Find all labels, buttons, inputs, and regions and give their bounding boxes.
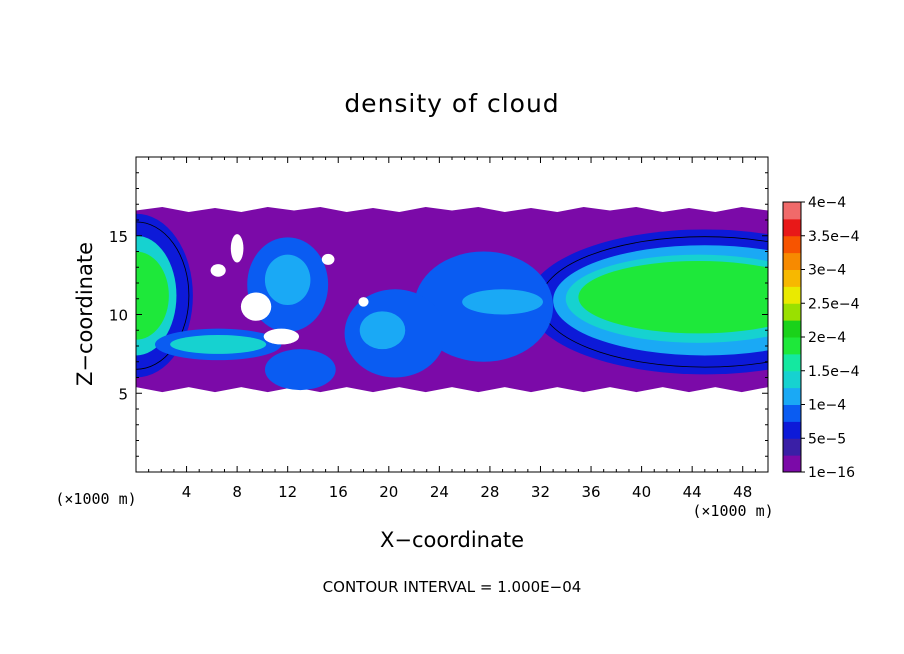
colorbar-swatch (783, 303, 801, 321)
x-tick-label: 8 (232, 483, 242, 501)
density-region (170, 334, 267, 354)
y-tick-label: 15 (109, 228, 128, 246)
clear-air-gap (230, 234, 244, 263)
density-region (264, 254, 311, 306)
density-region (264, 349, 336, 391)
clear-air-gap (321, 253, 335, 265)
density-region (359, 311, 406, 350)
colorbar-swatch (783, 455, 801, 473)
x-tick-label: 32 (531, 483, 550, 501)
x-tick-label: 4 (182, 483, 192, 501)
colorbar: 1e−16 5e−5 1e−4 1.5e−4 2e−4 2.5e−4 3e−4 3.5e−4 4… (782, 195, 860, 481)
colorbar-label: 1e−4 (808, 398, 846, 414)
colorbar-label: 1.5e−4 (808, 364, 860, 380)
colorbar-label: 2e−4 (808, 330, 846, 346)
clear-air-gap (263, 328, 300, 345)
clear-air-gap (240, 292, 272, 321)
y-tick-label: 5 (118, 385, 128, 403)
colorbar-label: 3e−4 (808, 263, 846, 279)
x-axis-label: X−coordinate (380, 528, 524, 552)
colorbar-label: 1e−16 (808, 465, 855, 481)
x-tick-label: 36 (581, 483, 600, 501)
density-field (136, 207, 768, 393)
x-axis-ticks: 4 8 12 16 20 24 28 32 36 40 44 48 (148, 157, 756, 501)
density-region (462, 289, 544, 315)
x-unit-left: (×1000 m) (55, 490, 136, 508)
colorbar-swatch (783, 421, 801, 439)
colorbar-swatch (783, 202, 801, 220)
chart-title: density of cloud (344, 89, 559, 118)
colorbar-label: 4e−4 (808, 195, 846, 211)
colorbar-swatch (783, 370, 801, 389)
colorbar-label: 3.5e−4 (808, 229, 860, 245)
colorbar-label: 2.5e−4 (808, 296, 860, 312)
x-tick-label: 44 (683, 483, 702, 501)
colorbar-swatch (783, 252, 801, 270)
colorbar-swatch (783, 353, 801, 372)
clear-air-gap (210, 264, 226, 277)
x-tick-label: 16 (329, 483, 348, 501)
density-region (578, 260, 768, 334)
y-tick-label: 10 (109, 307, 128, 325)
plot-area (136, 157, 768, 472)
x-tick-label: 12 (278, 483, 297, 501)
clear-air-gaps (210, 234, 369, 345)
x-tick-label: 20 (379, 483, 398, 501)
x-tick-label: 28 (480, 483, 499, 501)
x-tick-label: 24 (430, 483, 449, 501)
colorbar-swatch (783, 438, 801, 456)
density-region (136, 251, 169, 340)
x-tick-label: 48 (733, 483, 752, 501)
colorbar-swatch (783, 269, 801, 287)
x-tick-label: 40 (632, 483, 651, 501)
y-axis-label: Z−coordinate (73, 242, 97, 386)
y-axis-ticks: 5 10 15 (109, 172, 768, 457)
colorbar-swatch (783, 320, 801, 338)
colorbar-swatch (783, 286, 801, 304)
clear-air-gap (358, 297, 369, 307)
colorbar-swatch (783, 337, 801, 355)
contour-interval-note: CONTOUR INTERVAL = 1.000E−04 (323, 578, 582, 596)
colorbar-swatch (783, 235, 801, 254)
colorbar-swatch (783, 387, 801, 405)
x-unit-right: (×1000 m) (692, 502, 773, 520)
colorbar-swatch (783, 404, 801, 422)
colorbar-label: 5e−5 (808, 431, 846, 447)
contour-line (136, 221, 190, 370)
colorbar-swatch (783, 218, 801, 237)
